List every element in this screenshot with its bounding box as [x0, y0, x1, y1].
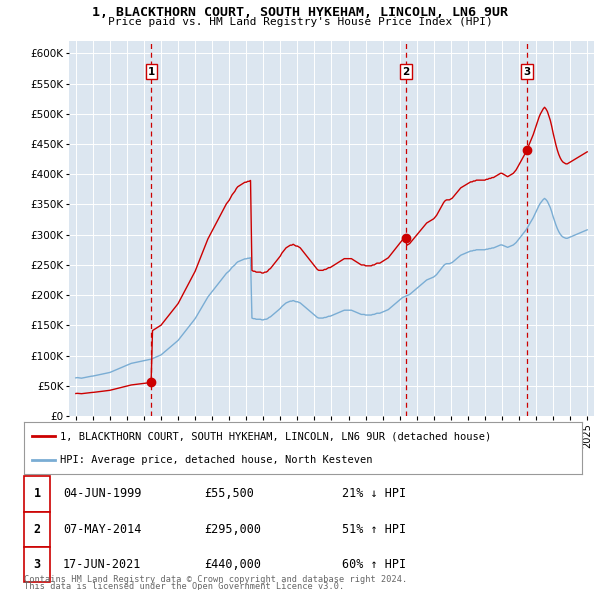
Text: Contains HM Land Registry data © Crown copyright and database right 2024.: Contains HM Land Registry data © Crown c…	[24, 575, 407, 584]
Text: 1, BLACKTHORN COURT, SOUTH HYKEHAM, LINCOLN, LN6 9UR (detached house): 1, BLACKTHORN COURT, SOUTH HYKEHAM, LINC…	[60, 431, 491, 441]
Text: 04-JUN-1999: 04-JUN-1999	[63, 487, 142, 500]
Text: £55,500: £55,500	[204, 487, 254, 500]
Text: 3: 3	[34, 558, 41, 571]
Text: 1, BLACKTHORN COURT, SOUTH HYKEHAM, LINCOLN, LN6 9UR: 1, BLACKTHORN COURT, SOUTH HYKEHAM, LINC…	[92, 6, 508, 19]
Text: 3: 3	[523, 67, 530, 77]
Text: 51% ↑ HPI: 51% ↑ HPI	[342, 523, 406, 536]
Text: 1: 1	[34, 487, 41, 500]
Text: £440,000: £440,000	[204, 558, 261, 571]
Text: 60% ↑ HPI: 60% ↑ HPI	[342, 558, 406, 571]
Text: 2: 2	[34, 523, 41, 536]
Text: 21% ↓ HPI: 21% ↓ HPI	[342, 487, 406, 500]
Text: Price paid vs. HM Land Registry's House Price Index (HPI): Price paid vs. HM Land Registry's House …	[107, 17, 493, 27]
Text: 2: 2	[402, 67, 409, 77]
Text: This data is licensed under the Open Government Licence v3.0.: This data is licensed under the Open Gov…	[24, 582, 344, 590]
Text: £295,000: £295,000	[204, 523, 261, 536]
Text: 07-MAY-2014: 07-MAY-2014	[63, 523, 142, 536]
Text: 1: 1	[148, 67, 155, 77]
Text: HPI: Average price, detached house, North Kesteven: HPI: Average price, detached house, Nort…	[60, 455, 373, 466]
Text: 17-JUN-2021: 17-JUN-2021	[63, 558, 142, 571]
